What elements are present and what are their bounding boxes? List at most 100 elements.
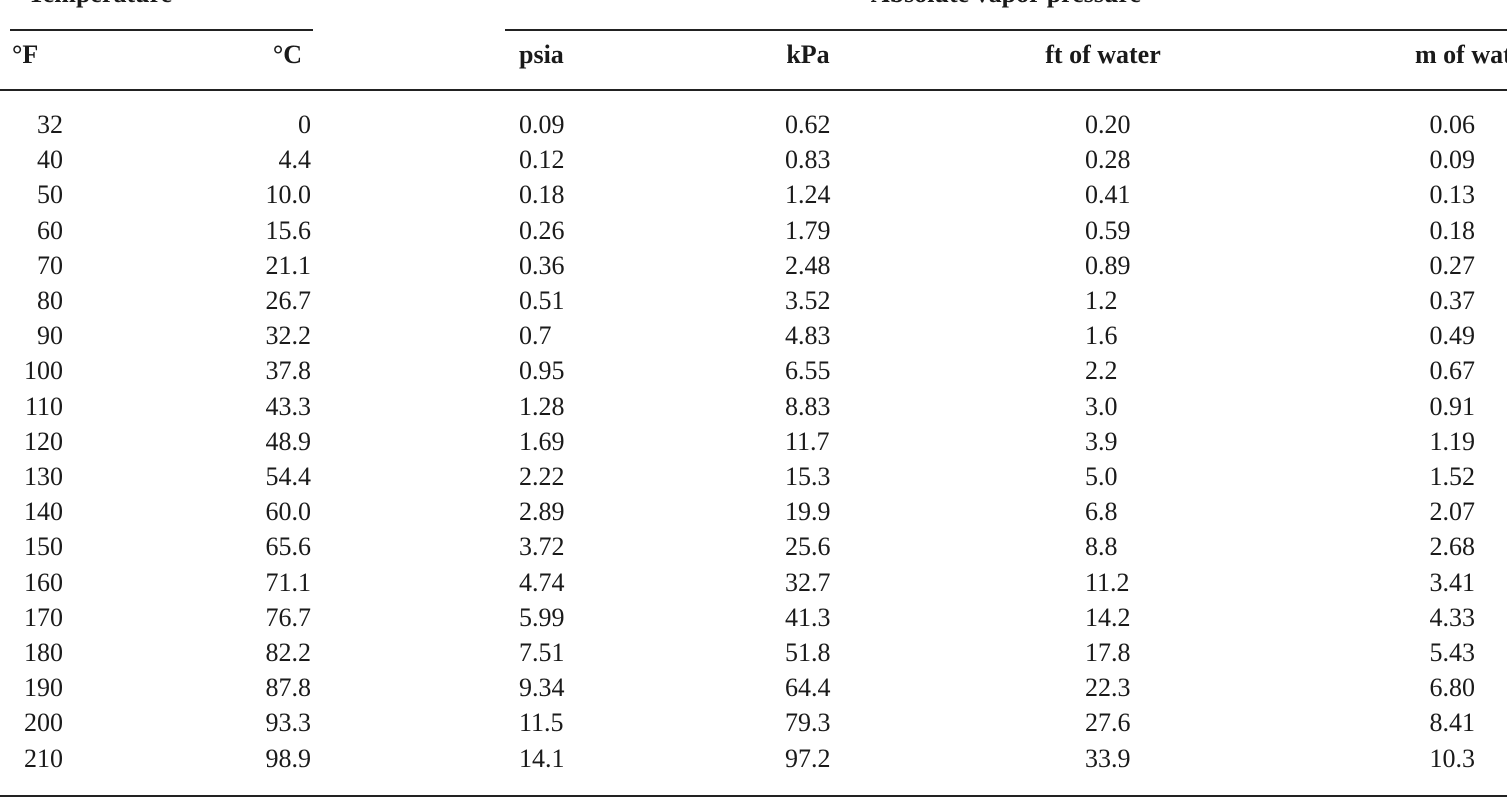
column-header: psia (519, 40, 564, 69)
table-cell: 80 (37, 286, 63, 315)
table-cell: 0.59 (1085, 215, 1131, 245)
table-cell: 32.2 (265, 321, 312, 351)
table-cell: 27.6 (1085, 708, 1131, 738)
table-cell: 48.9 (265, 426, 312, 456)
table-cell: 32.7 (785, 567, 831, 597)
table-cell: 1.24 (785, 180, 831, 210)
table-cell: 2.48 (785, 250, 831, 280)
group-header: Temperature (28, 0, 172, 9)
table-cell: 70 (37, 250, 63, 280)
table-cell: 1.6 (1085, 321, 1118, 351)
table-cell: 160 (24, 567, 63, 597)
table-cell: 19.9 (785, 497, 831, 527)
table-cell: 15.6 (265, 215, 312, 245)
table-cell: 1.52 (1429, 462, 1476, 491)
table-cell: 71.1 (265, 567, 312, 597)
table-cell: 8.41 (1429, 708, 1476, 738)
table-cell: 37.8 (265, 356, 312, 386)
table-cell: 3.9 (1085, 426, 1118, 456)
table-cell: 1.2 (1085, 286, 1118, 315)
table-cell: 22.3 (1085, 673, 1131, 703)
table-cell: 0.18 (1429, 215, 1476, 245)
table-cell: 0.06 (1429, 110, 1476, 139)
table-cell: 17.8 (1085, 638, 1131, 667)
table-cell: 5.0 (1085, 462, 1118, 491)
table-cell: 5.99 (519, 602, 565, 632)
table-cell: 0.09 (519, 110, 565, 139)
table-cell: 4.74 (519, 567, 565, 597)
table-cell: 3.41 (1429, 567, 1476, 597)
table-cell: 2.89 (519, 497, 565, 527)
table-cell: 26.7 (265, 286, 312, 315)
table-cell: 2.22 (519, 462, 565, 491)
table-cell: 120 (24, 426, 63, 456)
table-cell: 0.20 (1085, 110, 1131, 139)
table-cell: 2.2 (1085, 356, 1118, 386)
table-cell: 0.12 (519, 145, 565, 175)
table-cell: 87.8 (265, 673, 312, 703)
table-cell: 180 (24, 638, 63, 667)
group-rule (505, 29, 1507, 31)
table-cell: 11.7 (785, 426, 830, 456)
table-cell: 10.0 (265, 180, 312, 210)
table-cell: 9.34 (519, 673, 565, 703)
table-cell: 0.95 (519, 356, 565, 386)
table-cell: 41.3 (785, 602, 831, 632)
table-cell: 0.89 (1085, 250, 1131, 280)
table-cell: 0.36 (519, 250, 565, 280)
table-cell: 150 (24, 532, 63, 562)
table-cell: 130 (24, 462, 63, 491)
table-cell: 0.51 (519, 286, 565, 315)
table-cell: 8.83 (785, 391, 831, 421)
table-cell: 3.0 (1085, 391, 1118, 421)
table-cell: 54.4 (265, 462, 312, 491)
table-cell: 2.68 (1429, 532, 1476, 562)
group-header: Absolute vapor pressure (871, 0, 1141, 9)
table-cell: 0.83 (785, 145, 831, 175)
column-header: m of water (1415, 40, 1507, 69)
table-cell: 0.09 (1429, 145, 1476, 175)
table-cell: 79.3 (785, 708, 831, 738)
table-cell: 97.2 (785, 743, 831, 773)
column-header: ft of water (1045, 40, 1161, 69)
column-header: °F (12, 40, 39, 69)
table-cell: 82.2 (265, 638, 312, 667)
table-cell: 0.28 (1085, 145, 1131, 175)
table-cell: 0.41 (1085, 180, 1131, 210)
column-header: kPa (786, 40, 830, 69)
table-cell: 8.8 (1085, 532, 1118, 562)
table-cell: 4.4 (278, 145, 312, 175)
table-cell: 100 (24, 356, 63, 386)
table-cell: 110 (24, 391, 63, 421)
table-cell: 98.9 (265, 743, 312, 773)
column-header: °C (272, 40, 302, 69)
table-cell: 190 (24, 673, 63, 703)
table-cell: 0.37 (1429, 286, 1476, 315)
table-cell: 0.13 (1429, 180, 1476, 210)
table-cell: 6.8 (1085, 497, 1118, 527)
table-cell: 0.91 (1429, 391, 1476, 421)
table-cell: 43.3 (265, 391, 312, 421)
table-cell: 6.55 (785, 356, 831, 386)
table-cell: 0.26 (519, 215, 565, 245)
table-cell: 11.2 (1085, 567, 1130, 597)
table-cell: 3.72 (519, 532, 565, 562)
table-cell: 11.5 (519, 708, 564, 738)
table-cell: 10.3 (1429, 743, 1476, 773)
table-cell: 65.6 (265, 532, 312, 562)
table-cell: 5.43 (1429, 638, 1476, 667)
table-cell: 51.8 (785, 638, 831, 667)
table-cell: 33.9 (1085, 743, 1131, 773)
table-cell: 1.28 (519, 391, 565, 421)
table-cell: 76.7 (265, 602, 312, 632)
table-cell: 14.1 (519, 743, 565, 773)
table-cell: 1.79 (785, 215, 831, 245)
table-cell: 0.27 (1429, 250, 1476, 280)
table-cell: 0.7 (519, 321, 552, 351)
table-cell: 25.6 (785, 532, 831, 562)
table-cell: 7.51 (519, 638, 565, 667)
table-cell: 0.49 (1429, 321, 1476, 351)
table-cell: 200 (24, 708, 63, 738)
table-cell: 60.0 (265, 497, 312, 527)
